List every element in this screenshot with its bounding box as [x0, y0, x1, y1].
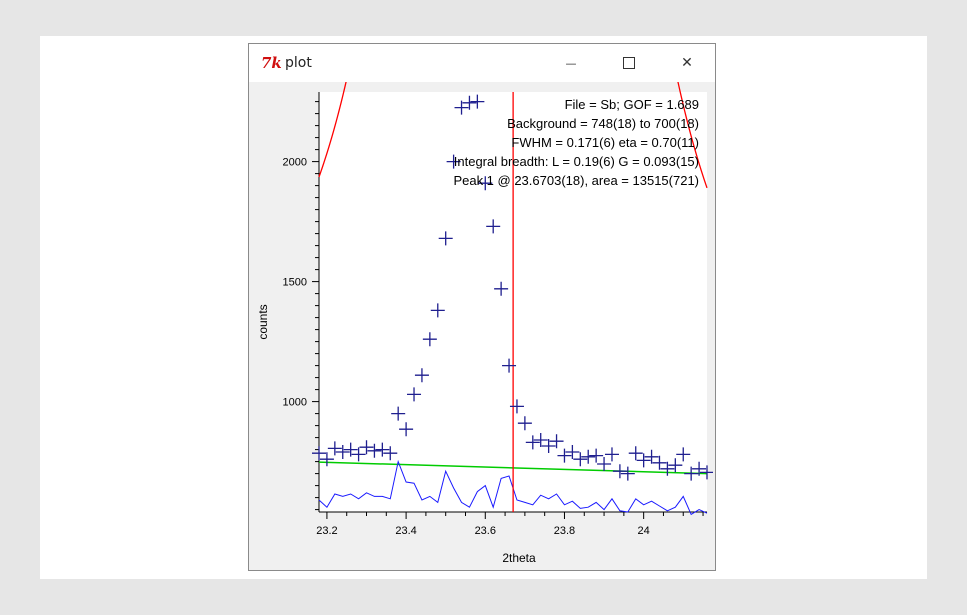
observed-point — [375, 442, 390, 457]
observed-point — [494, 281, 509, 296]
maximize-icon — [623, 57, 635, 69]
x-tick-label: 23.8 — [554, 525, 575, 537]
minimize-icon: — — [565, 56, 577, 70]
y-axis-label: counts — [256, 304, 270, 339]
y-tick-label: 2000 — [283, 157, 307, 169]
annotation-line: Background = 748(18) to 700(18) — [507, 116, 699, 131]
observed-point — [367, 443, 382, 458]
minimize-button[interactable]: — — [548, 44, 594, 82]
axes: 1000 1500 2000 23.2 23.4 23.6 23.8 24 — [283, 92, 707, 537]
observed-point — [407, 387, 422, 402]
observed-point — [351, 447, 366, 462]
observed-point — [612, 464, 627, 479]
observed-point — [597, 457, 612, 471]
observed-point — [652, 455, 667, 470]
close-button[interactable]: ✕ — [664, 44, 710, 82]
x-tick-label: 23.6 — [475, 525, 496, 537]
x-axis-label: 2theta — [502, 551, 536, 565]
observed-point — [557, 448, 572, 463]
observed-point — [335, 445, 350, 459]
tk-logo-icon: 7k — [261, 54, 282, 72]
observed-point — [517, 416, 532, 431]
observed-point — [549, 434, 564, 449]
observed-point — [541, 439, 556, 453]
x-tick-label: 23.4 — [395, 525, 416, 537]
observed-point — [684, 466, 699, 481]
observed-point — [430, 303, 445, 318]
observed-point — [668, 458, 683, 473]
observed-point — [660, 461, 675, 476]
annotation-line: Peak 1 @ 23.6703(18), area = 13515(721) — [453, 173, 699, 188]
window-title: plot — [285, 55, 312, 71]
annotations: File = Sb; GOF = 1.689 Background = 748(1… — [453, 97, 699, 188]
x-tick-label: 24 — [638, 525, 650, 537]
observed-point — [644, 449, 659, 464]
y-tick-label: 1000 — [283, 397, 307, 409]
observed-point — [620, 466, 635, 481]
y-tick-label: 1500 — [283, 277, 307, 289]
close-icon: ✕ — [681, 55, 693, 71]
observed-point — [343, 442, 358, 457]
observed-point — [383, 446, 398, 461]
observed-point — [486, 219, 501, 234]
observed-point — [525, 435, 540, 450]
observed-point — [565, 445, 580, 459]
annotation-line: FWHM = 0.171(6) eta = 0.70(11) — [511, 135, 699, 150]
plot-area: 1000 1500 2000 23.2 23.4 23.6 23.8 24 File = Sb… — [251, 0, 714, 568]
observed-point — [692, 461, 707, 476]
observed-point — [422, 332, 437, 347]
observed-point — [462, 95, 477, 110]
observed-point — [438, 231, 453, 246]
chart: 1000 1500 2000 23.2 23.4 23.6 23.8 24 File = Sb… — [256, 0, 714, 565]
observed-point — [573, 452, 588, 467]
observed-point — [636, 453, 651, 468]
plot-window[interactable]: 7k plot — ✕ 1000 1500 2000 23.2 23.4 23.6 23.8… — [248, 0, 716, 571]
observed-point — [700, 465, 714, 480]
observed-point — [470, 94, 485, 109]
observed-point — [327, 441, 342, 456]
observed-point — [604, 447, 619, 462]
observed-point — [509, 399, 524, 414]
observed-point — [399, 422, 414, 437]
observed-point — [312, 446, 326, 461]
annotation-line: File = Sb; GOF = 1.689 — [565, 97, 699, 112]
observed-point — [589, 448, 604, 463]
observed-point — [359, 440, 374, 455]
x-tick-label: 23.2 — [316, 525, 337, 537]
observed-point — [478, 176, 493, 191]
observed-point — [391, 406, 406, 421]
observed-point — [533, 433, 548, 447]
annotation-line: Integral breadth: L = 0.19(6) G = 0.093(… — [454, 154, 699, 169]
series-layer — [312, 0, 714, 516]
maximize-button[interactable] — [606, 44, 652, 82]
observed-point — [676, 447, 691, 462]
observed-point — [628, 446, 643, 461]
observed-point — [454, 100, 469, 115]
observed-point — [581, 449, 596, 464]
title-bar[interactable]: 7k plot — ✕ — [249, 44, 715, 82]
observed-point — [446, 154, 461, 169]
observed-point — [502, 358, 517, 373]
observed-point — [414, 368, 429, 383]
observed-point — [319, 452, 334, 467]
